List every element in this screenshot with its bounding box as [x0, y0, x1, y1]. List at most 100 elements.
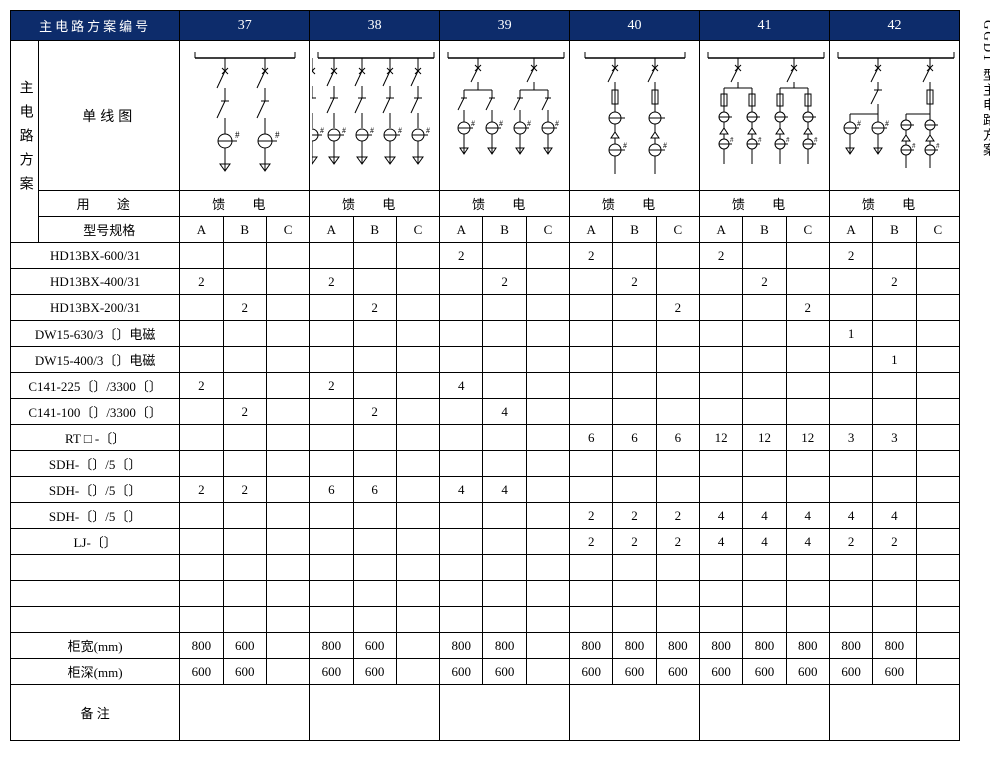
data-cell: 600: [613, 659, 656, 685]
data-cell: [310, 321, 353, 347]
data-cell: 12: [700, 425, 743, 451]
diagram-label: 单线图: [39, 41, 180, 191]
data-cell: [223, 555, 266, 581]
data-cell: [396, 529, 439, 555]
data-cell: [180, 295, 223, 321]
data-cell: [353, 607, 396, 633]
data-cell: [526, 269, 569, 295]
row-label: RT □ -〔〕: [11, 425, 180, 451]
data-cell: [916, 399, 959, 425]
row-label: 柜深(mm): [11, 659, 180, 685]
data-cell: [916, 347, 959, 373]
data-cell: 2: [223, 295, 266, 321]
data-cell: [526, 399, 569, 425]
data-cell: 800: [786, 633, 829, 659]
remark-cell: [570, 685, 700, 741]
scheme-42: 42: [829, 11, 959, 41]
data-body: HD13BX-600/312222HD13BX-400/31222222HD13…: [11, 243, 960, 685]
data-cell: [266, 399, 309, 425]
abc-cell: A: [440, 217, 483, 243]
data-cell: [829, 399, 872, 425]
data-cell: [396, 425, 439, 451]
data-cell: [180, 581, 223, 607]
data-cell: [700, 477, 743, 503]
data-cell: [440, 399, 483, 425]
data-cell: [786, 347, 829, 373]
data-cell: 4: [873, 503, 916, 529]
row-label: SDH-〔〕/5〔〕: [11, 451, 180, 477]
remark-cell: [310, 685, 440, 741]
data-cell: 600: [353, 633, 396, 659]
data-cell: 6: [353, 477, 396, 503]
data-cell: 4: [483, 477, 526, 503]
data-cell: [570, 347, 613, 373]
data-cell: [396, 607, 439, 633]
data-cell: [916, 373, 959, 399]
row-label: C141-225〔〕/3300〔〕: [11, 373, 180, 399]
svg-text:#: #: [320, 126, 324, 135]
data-cell: [353, 425, 396, 451]
abc-cell: C: [266, 217, 309, 243]
data-cell: [570, 581, 613, 607]
data-cell: [353, 321, 396, 347]
data-cell: [873, 321, 916, 347]
data-cell: [656, 347, 699, 373]
table-row: [11, 555, 960, 581]
usage-40: 馈 电: [570, 191, 700, 217]
table-row: HD13BX-200/312222: [11, 295, 960, 321]
data-cell: [483, 555, 526, 581]
data-cell: [570, 321, 613, 347]
data-cell: 800: [440, 633, 483, 659]
remark-cell: [180, 685, 310, 741]
data-cell: [310, 503, 353, 529]
data-cell: 800: [613, 633, 656, 659]
data-cell: [743, 295, 786, 321]
data-cell: [743, 243, 786, 269]
data-cell: 2: [786, 295, 829, 321]
table-row: DW15-630/3〔〕电磁1: [11, 321, 960, 347]
data-cell: [180, 607, 223, 633]
data-cell: [916, 243, 959, 269]
data-cell: 4: [743, 529, 786, 555]
data-cell: [743, 347, 786, 373]
data-cell: [613, 347, 656, 373]
abc-cell: A: [310, 217, 353, 243]
data-cell: 600: [700, 659, 743, 685]
data-cell: 600: [829, 659, 872, 685]
data-cell: [656, 373, 699, 399]
data-cell: [310, 529, 353, 555]
abc-cell: C: [656, 217, 699, 243]
data-cell: 800: [700, 633, 743, 659]
data-cell: [526, 581, 569, 607]
data-cell: 2: [873, 269, 916, 295]
data-cell: [916, 659, 959, 685]
data-cell: 600: [223, 659, 266, 685]
abc-cell: A: [180, 217, 223, 243]
data-cell: 600: [873, 659, 916, 685]
data-cell: 2: [743, 269, 786, 295]
data-cell: 2: [656, 295, 699, 321]
data-cell: 12: [786, 425, 829, 451]
data-cell: [223, 529, 266, 555]
usage-label: 用 途: [39, 191, 180, 217]
data-cell: [829, 295, 872, 321]
data-cell: [829, 347, 872, 373]
data-cell: [353, 243, 396, 269]
data-cell: [916, 503, 959, 529]
data-cell: [873, 399, 916, 425]
data-cell: [310, 607, 353, 633]
table-row: HD13BX-400/31222222: [11, 269, 960, 295]
data-cell: 600: [483, 659, 526, 685]
remark-label: 备 注: [11, 685, 180, 741]
row-label: HD13BX-600/31: [11, 243, 180, 269]
data-cell: [700, 373, 743, 399]
usage-38: 馈 电: [310, 191, 440, 217]
data-cell: [223, 581, 266, 607]
data-cell: [483, 581, 526, 607]
table-row: HD13BX-600/312222: [11, 243, 960, 269]
data-cell: [526, 347, 569, 373]
data-cell: [223, 347, 266, 373]
data-cell: 3: [873, 425, 916, 451]
data-cell: [656, 269, 699, 295]
data-cell: [266, 243, 309, 269]
